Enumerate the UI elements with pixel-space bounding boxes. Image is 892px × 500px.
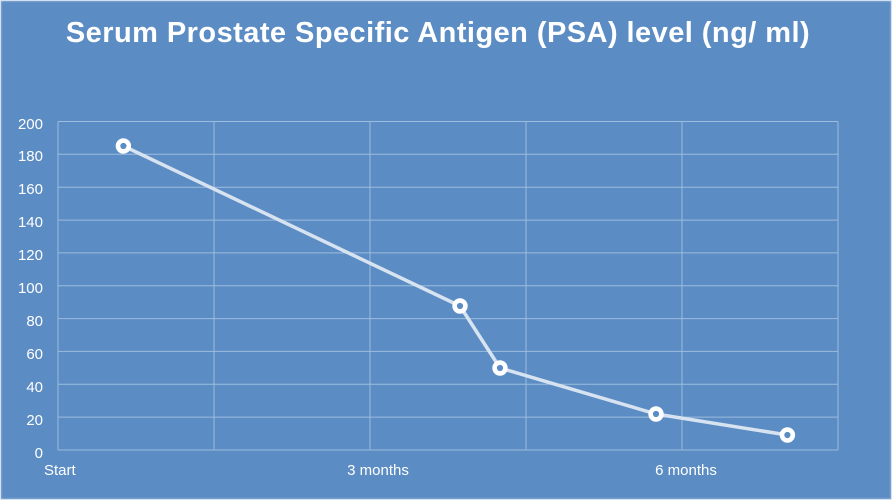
svg-text:140: 140	[18, 214, 43, 231]
svg-text:120: 120	[18, 247, 43, 264]
svg-text:20: 20	[26, 412, 43, 429]
svg-text:0: 0	[35, 445, 43, 462]
svg-text:Start: Start	[44, 462, 77, 479]
svg-text:160: 160	[18, 181, 43, 198]
svg-text:3 months: 3 months	[347, 462, 409, 479]
svg-text:100: 100	[18, 280, 43, 297]
svg-text:60: 60	[26, 346, 43, 363]
svg-text:6 months: 6 months	[655, 462, 717, 479]
svg-text:180: 180	[18, 148, 43, 165]
svg-text:200: 200	[18, 116, 43, 133]
svg-text:40: 40	[26, 379, 43, 396]
svg-text:80: 80	[26, 313, 43, 330]
